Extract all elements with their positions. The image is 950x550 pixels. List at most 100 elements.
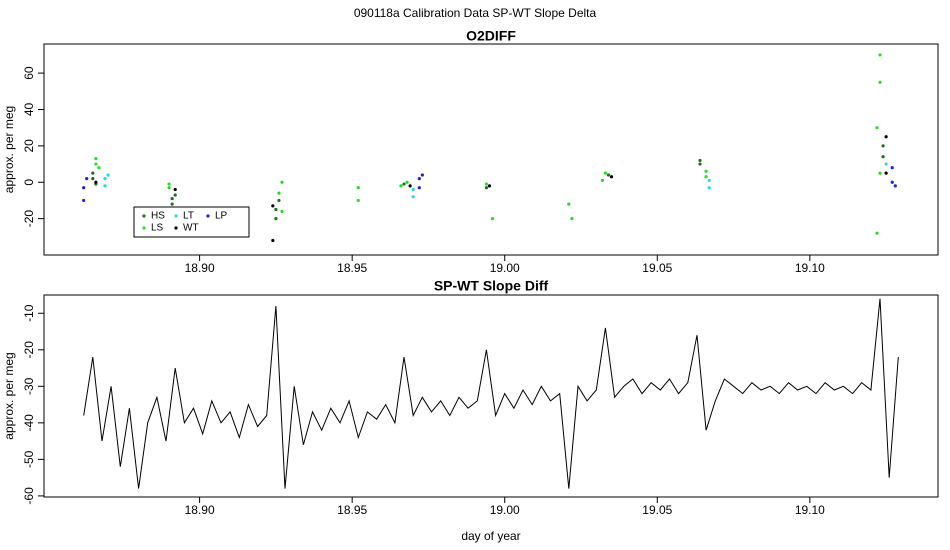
legend-marker (174, 226, 178, 230)
data-point (420, 173, 424, 177)
x-tick-label: 18.95 (337, 261, 367, 275)
y-tick-label: 40 (22, 102, 36, 116)
y-tick-label: -10 (22, 304, 36, 322)
data-point (173, 193, 177, 197)
data-point (890, 166, 894, 170)
data-point (698, 162, 702, 166)
legend-box (133, 206, 250, 238)
data-point (487, 184, 492, 188)
data-point (94, 180, 98, 184)
data-point (271, 204, 275, 208)
y-tick-label: -20 (22, 341, 36, 359)
data-point (411, 187, 415, 192)
data-point (173, 187, 177, 192)
data-point (408, 184, 412, 188)
data-point (94, 162, 98, 166)
panel-title: SP-WT Slope Diff (434, 278, 549, 294)
legend-marker (206, 214, 210, 218)
data-point (704, 169, 708, 173)
data-point (356, 186, 360, 190)
page-title: 090118a Calibration Data SP-WT Slope Del… (354, 6, 597, 20)
data-point (170, 202, 174, 206)
legend-label: LS (151, 223, 164, 234)
data-point (878, 53, 882, 57)
data-point (875, 231, 879, 235)
data-point (570, 217, 574, 221)
data-point (417, 186, 421, 190)
data-point (399, 184, 403, 188)
x-tick-label: 19.05 (642, 261, 672, 275)
data-point (97, 166, 101, 170)
data-point (167, 182, 171, 186)
plot-frame (43, 294, 939, 498)
data-point (884, 135, 888, 139)
data-point (698, 158, 702, 163)
data-point (271, 238, 275, 243)
data-point (881, 155, 885, 159)
data-point (884, 162, 888, 166)
x-axis-label: day of year (461, 529, 520, 543)
data-point (893, 184, 897, 188)
data-point (484, 182, 489, 186)
data-point (280, 180, 284, 184)
y-tick-label: -50 (22, 450, 36, 468)
x-tick-label: 19.00 (490, 261, 520, 275)
legend-label: LP (215, 211, 228, 222)
data-point (274, 217, 278, 221)
y-axis-label: approx. per meg (2, 352, 16, 439)
data-point (356, 198, 360, 203)
data-point (280, 209, 284, 213)
x-tick-label: 19.10 (795, 503, 825, 517)
data-point (82, 198, 86, 203)
legend-label: HS (151, 211, 165, 222)
data-point (609, 175, 614, 179)
data-point (277, 198, 281, 203)
data-point (91, 177, 95, 181)
y-tick-label: 20 (22, 139, 36, 153)
y-axis-label: approx. per meg (2, 106, 16, 193)
x-tick-label: 19.00 (490, 503, 520, 517)
data-point (878, 171, 882, 175)
data-point (402, 182, 406, 186)
data-point (170, 197, 174, 201)
data-point (707, 178, 711, 183)
data-point (85, 177, 89, 181)
data-point (875, 126, 879, 130)
legend-marker (174, 214, 178, 218)
data-line (83, 298, 899, 489)
data-point (106, 173, 110, 177)
legend-marker (142, 214, 146, 218)
data-point (878, 80, 882, 84)
plot-frame (43, 43, 939, 256)
data-point (277, 191, 281, 195)
data-point (890, 180, 894, 184)
data-point (600, 178, 604, 183)
data-point (94, 156, 98, 161)
y-tick-label: 0 (22, 179, 36, 186)
data-point (103, 184, 107, 188)
data-point (82, 186, 86, 190)
legend-marker (142, 226, 146, 230)
y-tick-label: 60 (22, 66, 36, 80)
data-point (704, 175, 708, 179)
y-tick-label: -60 (22, 487, 36, 505)
panel-title: O2DIFF (466, 28, 516, 44)
data-point (274, 207, 278, 212)
data-point (884, 171, 888, 175)
data-point (405, 180, 409, 184)
data-point (484, 186, 489, 190)
x-tick-label: 18.90 (185, 261, 215, 275)
legend-label: WT (183, 223, 199, 234)
x-tick-label: 18.90 (185, 503, 215, 517)
data-point (606, 173, 611, 177)
data-point (167, 186, 171, 190)
data-point (417, 177, 421, 181)
data-point (91, 171, 95, 175)
data-point (603, 171, 608, 175)
x-tick-label: 19.05 (642, 503, 672, 517)
data-point (103, 177, 107, 181)
x-tick-label: 19.10 (795, 261, 825, 275)
y-tick-label: -20 (22, 210, 36, 228)
data-point (567, 202, 571, 206)
